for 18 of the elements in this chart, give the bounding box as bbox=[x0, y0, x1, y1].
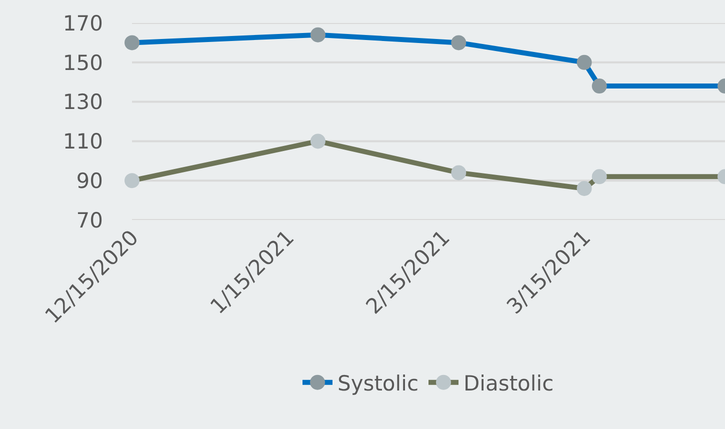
point bbox=[592, 169, 607, 184]
y-tick-label: 70 bbox=[76, 208, 103, 232]
y-tick-label: 170 bbox=[62, 11, 103, 36]
y-tick-label: 150 bbox=[62, 50, 103, 75]
point bbox=[124, 173, 140, 188]
point bbox=[576, 54, 592, 70]
point bbox=[451, 165, 466, 180]
y-tick-label: 130 bbox=[62, 90, 103, 114]
legend-label: Diastolic bbox=[464, 372, 554, 396]
legend-label: Systolic bbox=[338, 372, 418, 396]
point bbox=[576, 180, 592, 196]
y-tick-label: 110 bbox=[62, 130, 103, 154]
point bbox=[310, 134, 326, 149]
point bbox=[451, 35, 466, 50]
point bbox=[310, 27, 326, 42]
point bbox=[124, 35, 140, 50]
point bbox=[592, 78, 607, 94]
y-tick-label: 90 bbox=[76, 168, 103, 193]
